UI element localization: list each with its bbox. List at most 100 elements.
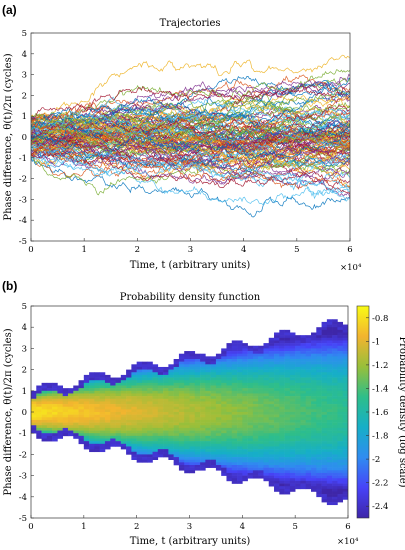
density-cell	[147, 374, 153, 378]
density-cell	[147, 425, 153, 429]
density-cell	[120, 401, 127, 405]
density-cell	[178, 457, 185, 460]
density-cell	[311, 417, 317, 421]
density-cell	[326, 496, 333, 500]
density-cell	[311, 441, 317, 445]
density-cell	[284, 488, 291, 492]
density-cell	[295, 483, 301, 487]
density-cell	[295, 335, 301, 339]
density-cell	[173, 409, 180, 413]
density-cell	[168, 425, 174, 429]
trajectory-line	[31, 104, 350, 139]
density-cell	[274, 470, 280, 474]
density-cell	[215, 459, 222, 463]
density-cell	[115, 425, 122, 429]
density-cell	[94, 372, 100, 376]
density-cell	[99, 396, 106, 400]
density-cell	[289, 374, 296, 378]
density-cell	[157, 404, 164, 407]
density-cell	[289, 401, 296, 405]
density-cell	[126, 443, 132, 447]
density-cell	[141, 427, 148, 431]
density-cell	[189, 409, 196, 413]
density-cell	[194, 454, 201, 458]
density-cell	[231, 388, 238, 392]
density-cell	[252, 390, 259, 394]
density-cell	[147, 457, 153, 460]
density-cell	[342, 366, 348, 370]
density-cell	[178, 446, 185, 450]
density-cell	[311, 356, 317, 360]
density-cell	[178, 366, 185, 370]
density-cell	[284, 422, 291, 426]
density-cell	[342, 327, 348, 331]
density-cell	[332, 327, 338, 331]
density-cell	[300, 385, 307, 389]
density-cell	[52, 412, 58, 415]
density-cell	[126, 433, 132, 437]
density-cell	[178, 377, 185, 381]
density-cell	[342, 390, 348, 394]
density-cell	[321, 340, 328, 344]
x-multiplier-a: ×10⁴	[340, 263, 362, 273]
density-cell	[300, 372, 307, 376]
density-cell	[258, 454, 264, 458]
density-cell	[295, 486, 301, 490]
density-cell	[289, 380, 296, 384]
density-cell	[184, 359, 190, 362]
density-cell	[226, 449, 233, 453]
density-cell	[316, 366, 322, 370]
density-cell	[147, 380, 153, 384]
density-cell	[126, 398, 132, 402]
density-cell	[215, 446, 222, 450]
density-cell	[237, 343, 243, 347]
density-cell	[152, 398, 159, 402]
density-cell	[136, 364, 143, 368]
density-cell	[305, 374, 312, 378]
density-cell	[321, 478, 328, 482]
density-cell	[126, 419, 132, 423]
density-cell	[316, 396, 322, 400]
density-cell	[279, 430, 285, 434]
panel-b-label: (b)	[2, 279, 17, 293]
density-cell	[247, 359, 254, 362]
density-cell	[242, 457, 248, 460]
density-cell	[242, 478, 248, 482]
density-cell	[258, 422, 264, 426]
density-cell	[342, 488, 348, 492]
density-cell	[200, 451, 206, 455]
density-cell	[189, 356, 196, 360]
density-cell	[332, 449, 338, 453]
density-cell	[326, 385, 333, 389]
density-cell	[332, 427, 338, 431]
density-cell	[141, 438, 148, 442]
density-cell	[110, 409, 116, 413]
density-cell	[173, 390, 180, 394]
density-cell	[337, 361, 344, 365]
density-cell	[284, 337, 291, 341]
density-cell	[284, 435, 291, 439]
density-cell	[194, 425, 201, 429]
density-cell	[178, 462, 185, 466]
density-cell	[332, 480, 338, 484]
density-cell	[67, 417, 74, 421]
density-cell	[83, 427, 90, 431]
density-cell	[189, 393, 196, 397]
density-cell	[274, 488, 280, 492]
density-cell	[305, 409, 312, 413]
density-cell	[263, 459, 270, 463]
density-cell	[104, 406, 111, 410]
density-cell	[237, 467, 243, 471]
density-cell	[300, 414, 307, 418]
density-cell	[131, 364, 137, 368]
density-cell	[226, 433, 233, 437]
density-cell	[237, 380, 243, 384]
y-tick-label: 1	[22, 387, 27, 397]
density-cell	[173, 406, 180, 410]
density-cell	[189, 404, 196, 407]
density-cell	[221, 351, 227, 354]
density-cell	[279, 398, 285, 402]
density-cell	[157, 374, 164, 378]
density-cell	[52, 390, 58, 394]
density-cell	[52, 409, 58, 413]
